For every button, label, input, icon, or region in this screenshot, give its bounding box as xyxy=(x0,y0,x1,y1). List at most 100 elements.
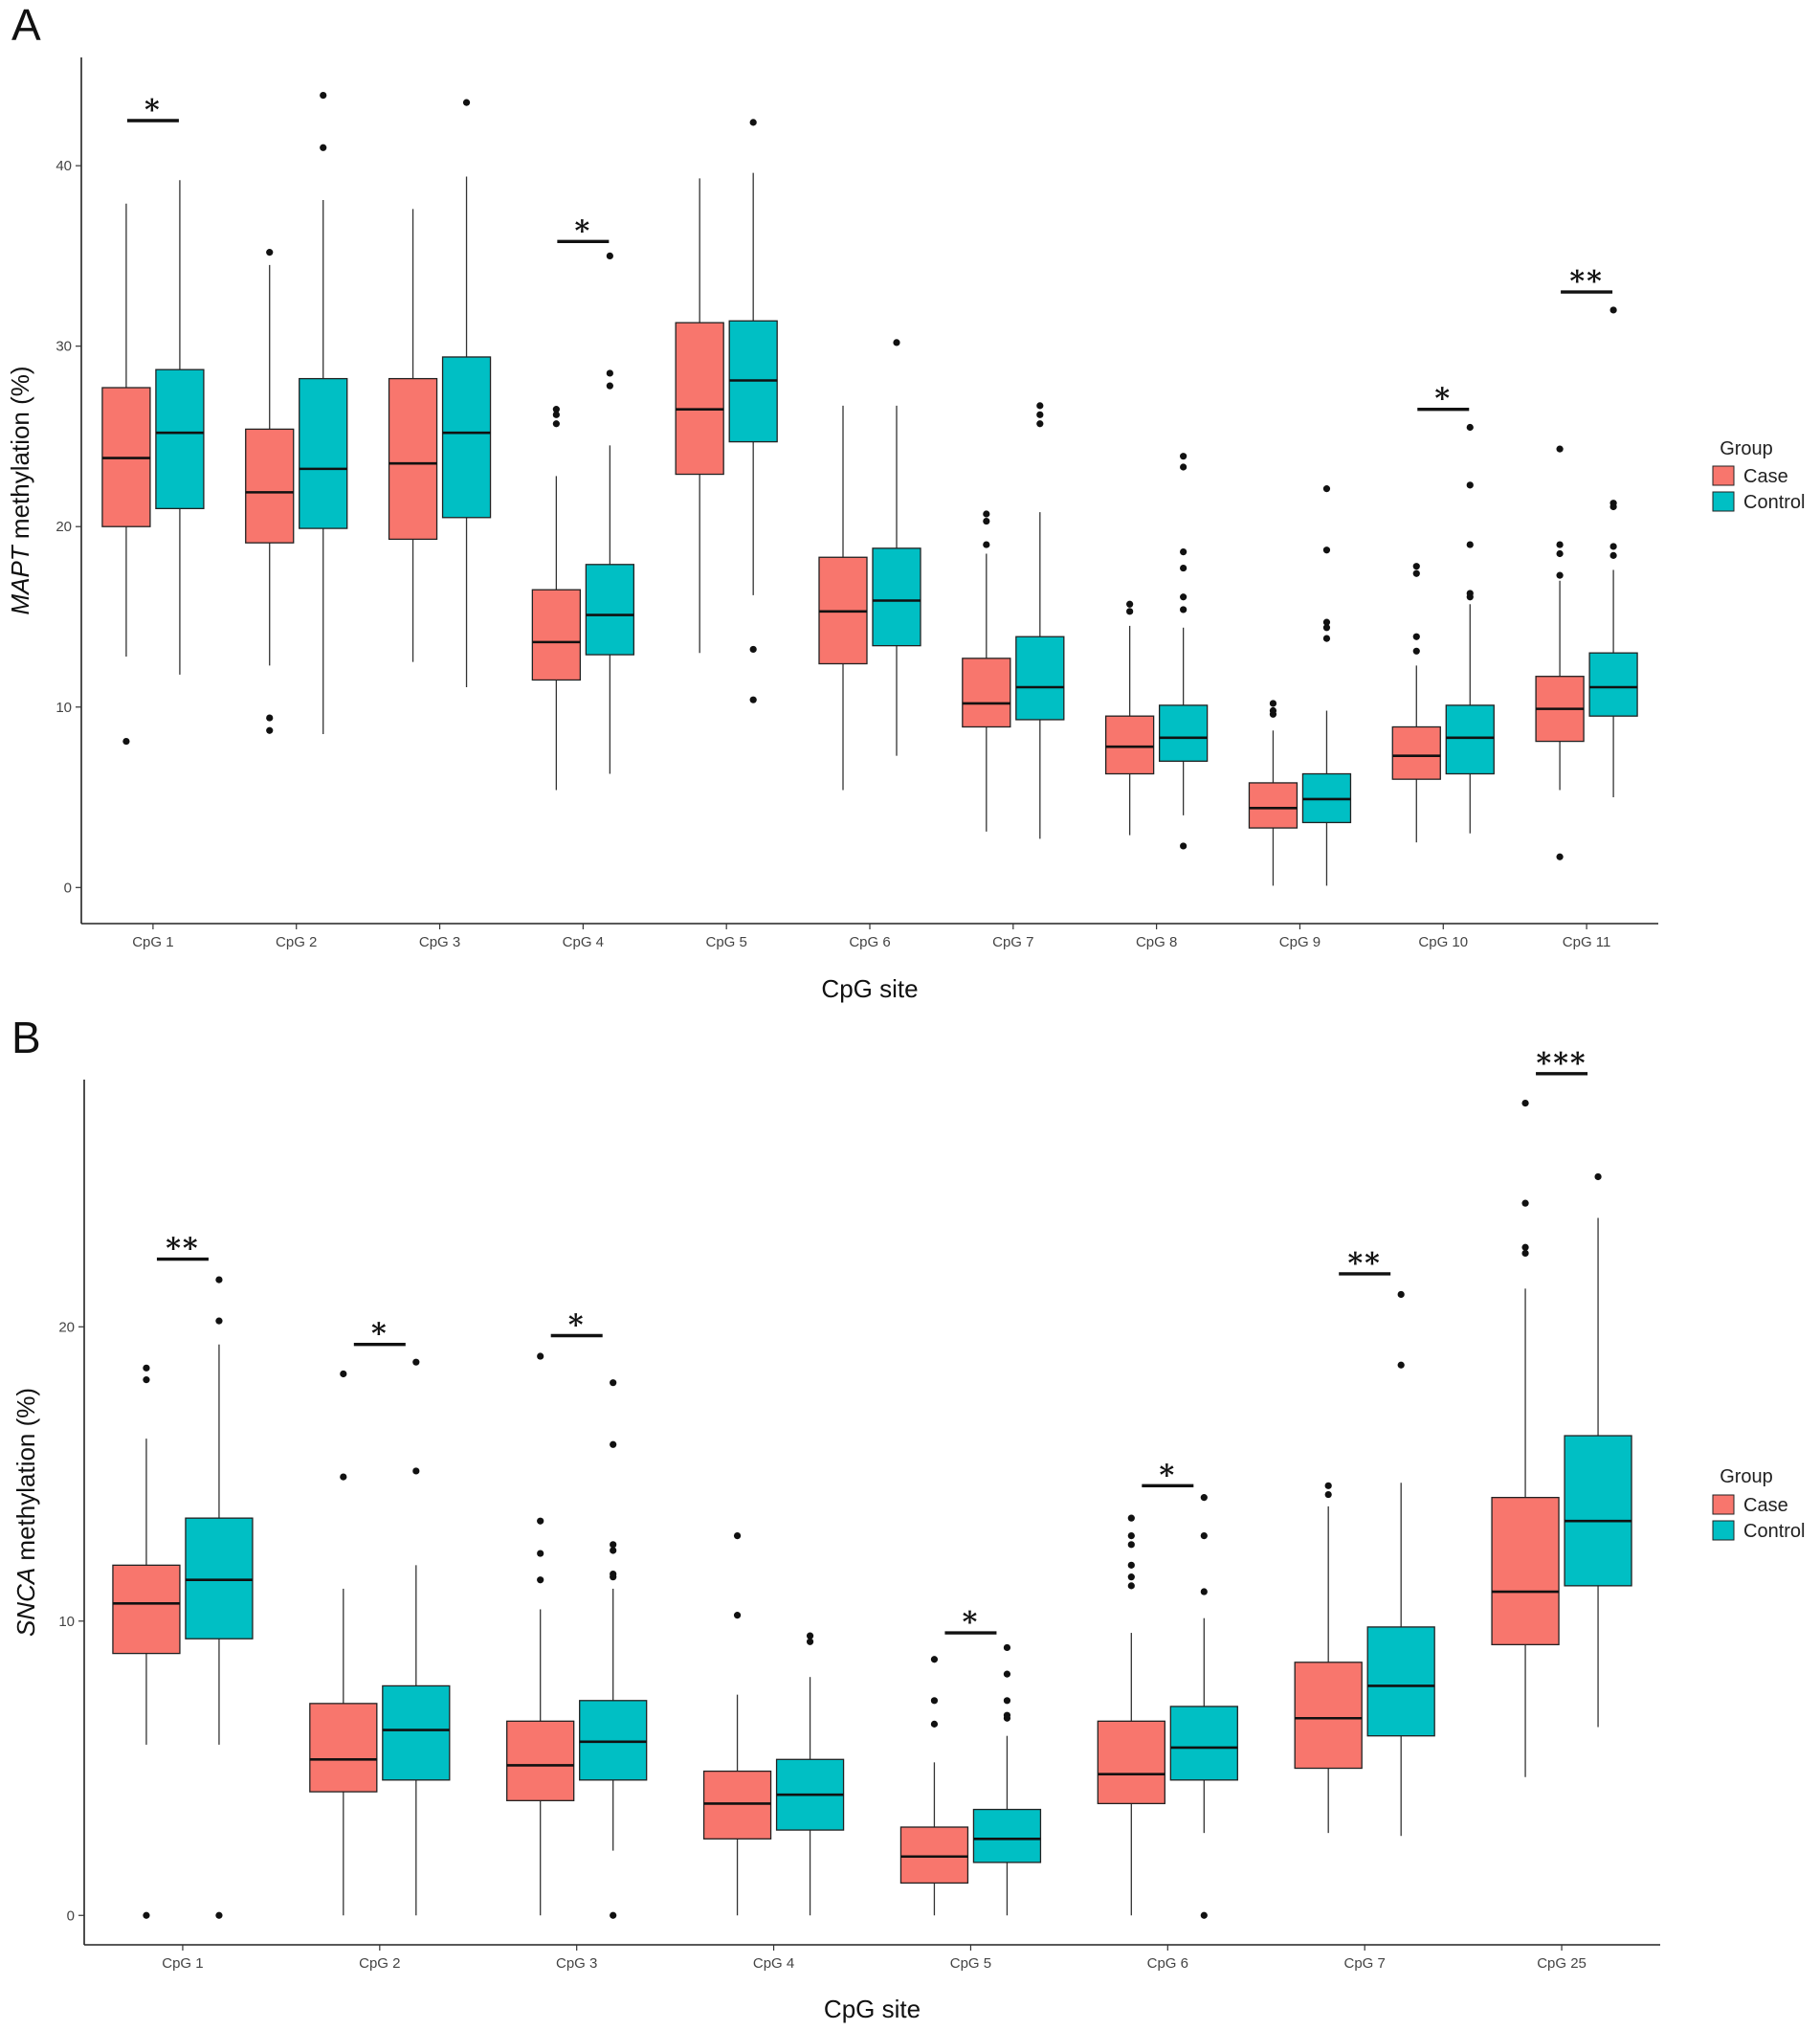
panel-b-box-control xyxy=(185,1517,254,1640)
panel-a-y-axis-title: MAPT methylation (%) xyxy=(6,366,34,614)
panel-b-outlier-control xyxy=(1200,1494,1208,1502)
panel-b-y-tick-label: 0 xyxy=(67,1907,75,1924)
panel-a-outlier-control xyxy=(1466,423,1474,432)
panel-a-outlier-case xyxy=(1556,549,1564,558)
panel-a-outlier-case xyxy=(1556,541,1564,548)
panel-a-outlier-control xyxy=(1180,463,1187,471)
panel-a-outlier-control xyxy=(1322,635,1331,642)
panel-b-outlier-case xyxy=(1127,1514,1135,1522)
panel-b-outlier-control xyxy=(1200,1911,1208,1919)
panel-a-box-case xyxy=(245,428,295,544)
panel-a-x-tick-label: CpG 5 xyxy=(706,934,747,950)
panel-a-outlier-control xyxy=(1609,306,1617,314)
panel-a-outlier-control xyxy=(1609,543,1617,550)
panel-a-outlier-case xyxy=(552,420,560,428)
panel-a-outlier-control xyxy=(1466,593,1474,601)
panel-a-outlier-control xyxy=(749,696,757,703)
panel-a-outlier-control xyxy=(606,382,613,390)
panel-label-a: A xyxy=(11,0,41,50)
panel-a-outlier-case xyxy=(1126,600,1134,608)
panel-a-box-case xyxy=(675,322,724,476)
panel-a-y-tick-label: 40 xyxy=(55,158,72,174)
panel-b-outlier-case xyxy=(537,1576,544,1584)
panel-b-significance-label: * xyxy=(1159,1459,1176,1492)
panel-a-outlier-case xyxy=(1126,608,1134,615)
panel-a-outlier-case xyxy=(1412,563,1420,570)
panel-a-outlier-case xyxy=(552,411,560,418)
panel-a-outlier-control xyxy=(1466,541,1474,548)
panel-a-x-tick-label: CpG 9 xyxy=(1279,934,1321,950)
panel-a-box-control xyxy=(155,368,205,510)
panel-a-box-control xyxy=(872,547,921,647)
panel-b-y-tick-label: 20 xyxy=(58,1319,75,1335)
panel-b-outlier-case xyxy=(143,1376,150,1384)
panel-a-y-tick-label: 30 xyxy=(55,339,72,355)
panel-b-outlier-case xyxy=(930,1697,939,1705)
panel-a-box-control xyxy=(585,564,635,656)
panel-b-outlier-control xyxy=(610,1379,617,1387)
panel-b-box-control xyxy=(1366,1626,1435,1737)
panel-a-box-control xyxy=(441,356,492,519)
panel-a-x-tick-label: CpG 1 xyxy=(132,934,173,950)
panel-b-outlier-control xyxy=(1397,1361,1405,1369)
panel-b-x-axis-title: CpG site xyxy=(824,1995,921,2023)
panel-a-legend-key-control xyxy=(1712,491,1735,512)
panel-b-significance-label: * xyxy=(568,1309,586,1343)
panel-b-legend-title: Group xyxy=(1720,1466,1773,1487)
panel-a-outlier-control xyxy=(320,144,327,151)
panel-b-outlier-control xyxy=(1003,1643,1011,1652)
panel-a-legend-key-case xyxy=(1712,465,1735,486)
panel-b-box-control xyxy=(1564,1435,1632,1587)
panel-a-box-control xyxy=(1445,704,1495,775)
panel-a-box-control xyxy=(1588,652,1638,717)
panel-a-significance-label: ** xyxy=(1569,265,1603,299)
panel-a-outlier-control xyxy=(606,252,613,259)
panel-a-outlier-control xyxy=(1036,402,1044,410)
panel-a-y-axis-title-gene: MAPT xyxy=(6,544,34,614)
panel-a-box-case xyxy=(531,589,582,681)
panel-b-outlier-case xyxy=(537,1550,544,1557)
panel-a-significance-label: * xyxy=(575,214,592,248)
panel-b-significance-label: * xyxy=(963,1606,980,1640)
panel-b-box-case xyxy=(506,1720,575,1801)
panel-label-b: B xyxy=(11,1013,41,1062)
panel-b-x-tick-label: CpG 5 xyxy=(950,1955,991,1972)
panel-b-legend-key-control xyxy=(1712,1520,1735,1541)
panel-b-outlier-control xyxy=(412,1467,420,1475)
panel-b-outlier-case xyxy=(1521,1249,1529,1258)
panel-b-box-control xyxy=(1169,1706,1238,1781)
panel-b-outlier-case xyxy=(930,1720,939,1728)
panel-b-box-case xyxy=(702,1770,772,1840)
panel-a-outlier-control xyxy=(1609,502,1617,511)
panel-a-x-tick-label: CpG 2 xyxy=(276,934,317,950)
panel-b-outlier-case xyxy=(733,1531,742,1540)
panel-b-outlier-case xyxy=(537,1352,544,1360)
panel-a-outlier-case xyxy=(983,510,990,518)
panel-a-outlier-case xyxy=(1269,700,1277,707)
panel-a-outlier-control xyxy=(1322,618,1331,626)
panel-a-outlier-control xyxy=(749,645,757,654)
panel-a-outlier-control xyxy=(749,119,757,126)
panel-a-outlier-control xyxy=(1180,548,1187,556)
panel-a-x-tick-label: CpG 7 xyxy=(992,934,1033,950)
panel-a-x-tick-label: CpG 8 xyxy=(1136,934,1177,950)
panel-a-outlier-control xyxy=(1180,453,1187,460)
panel-a-y-tick-label: 0 xyxy=(64,880,72,896)
panel-b-y-axis-title: SNCA methylation (%) xyxy=(11,1388,40,1637)
panel-a-outlier-case xyxy=(1412,569,1420,577)
panel-a-box-case xyxy=(962,658,1011,728)
panel-b-outlier-case xyxy=(733,1612,742,1619)
panel-b-outlier-control xyxy=(610,1541,617,1549)
panel-a-box-case xyxy=(1104,715,1155,775)
panel-a-outlier-control xyxy=(1466,481,1474,489)
panel-a-outlier-case xyxy=(552,406,560,413)
panel-b-box-case xyxy=(1491,1496,1560,1646)
panel-a-outlier-case xyxy=(122,737,130,746)
panel-a-outlier-control xyxy=(1322,547,1331,554)
panel-a-outlier-case xyxy=(1556,445,1564,453)
panel-a-outlier-control xyxy=(1036,420,1044,428)
panel-b-box-case xyxy=(1097,1720,1165,1805)
panel-a-outlier-control xyxy=(1180,842,1187,850)
panel-b-x-tick-label: CpG 6 xyxy=(1147,1955,1188,1972)
panel-b-outlier-control xyxy=(1200,1531,1208,1540)
